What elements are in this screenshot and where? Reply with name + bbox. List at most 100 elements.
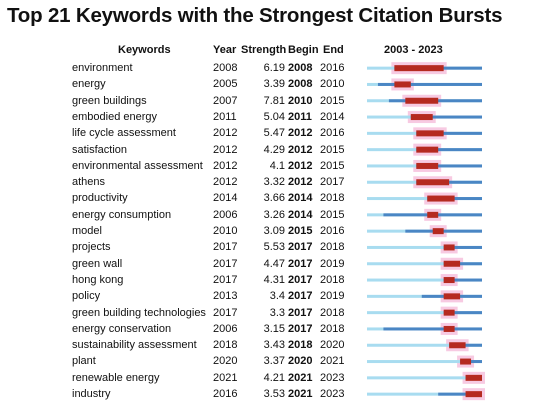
end-cell: 2016 bbox=[320, 225, 345, 237]
end-cell: 2020 bbox=[320, 339, 345, 352]
burst-bar bbox=[427, 211, 439, 218]
strength-cell: 3.43 bbox=[263, 339, 285, 352]
end-cell: 2023 bbox=[320, 371, 345, 384]
timeline-active-span bbox=[443, 262, 482, 266]
burst-bar bbox=[405, 97, 439, 104]
begin-cell: 2017 bbox=[288, 306, 313, 319]
burst-bar bbox=[410, 114, 433, 121]
strength-cell: 5.47 bbox=[263, 127, 285, 140]
header-year: Year bbox=[213, 44, 237, 56]
table-row: plant 2020 3.37 2020 2021 bbox=[0, 353, 550, 369]
end-cell: 2019 bbox=[320, 290, 345, 303]
begin-cell: 2017 bbox=[288, 273, 313, 286]
table-row: satisfaction 2012 4.29 2012 2015 bbox=[0, 142, 550, 158]
keyword-cell: energy consumption bbox=[72, 208, 172, 221]
table-row: projects 2017 5.53 2017 2018 bbox=[0, 239, 550, 255]
begin-cell: 2015 bbox=[288, 225, 313, 237]
end-cell: 2021 bbox=[320, 355, 345, 368]
keyword-cell: model bbox=[72, 225, 102, 237]
timeline-active-span bbox=[438, 392, 482, 396]
strength-cell: 4.21 bbox=[263, 371, 285, 384]
burst-bar bbox=[449, 342, 466, 349]
timeline-active-span bbox=[443, 311, 482, 315]
year-cell: 2006 bbox=[213, 322, 238, 335]
end-cell: 2018 bbox=[320, 273, 345, 286]
timeline-active-span bbox=[383, 327, 482, 331]
strength-cell: 5.04 bbox=[263, 110, 285, 123]
timeline-baseline bbox=[367, 392, 482, 396]
keyword-cell: plant bbox=[72, 355, 96, 368]
keyword-cell: policy bbox=[72, 290, 101, 303]
table-row: embodied energy 2011 5.04 2011 2014 bbox=[0, 109, 550, 125]
end-cell: 2018 bbox=[320, 241, 345, 254]
table-row: industry 2016 3.53 2021 2023 bbox=[0, 386, 550, 402]
end-cell: 2019 bbox=[320, 257, 345, 270]
keyword-cell: productivity bbox=[72, 192, 128, 205]
chart-title: Top 21 Keywords with the Strongest Citat… bbox=[7, 4, 503, 27]
year-cell: 2008 bbox=[213, 62, 238, 74]
strength-cell: 4.1 bbox=[269, 159, 285, 172]
end-cell: 2010 bbox=[320, 78, 345, 91]
table-row: hong kong 2017 4.31 2017 2018 bbox=[0, 272, 550, 288]
timeline-baseline bbox=[367, 245, 482, 249]
begin-cell: 2021 bbox=[288, 388, 313, 400]
keyword-cell: green buildings bbox=[72, 94, 147, 107]
end-cell: 2015 bbox=[320, 94, 345, 107]
begin-cell: 2008 bbox=[288, 62, 313, 74]
keyword-cell: satisfaction bbox=[72, 143, 128, 156]
keyword-cell: green building technologies bbox=[72, 306, 206, 319]
table-row: green buildings 2007 7.81 2010 2015 bbox=[0, 93, 550, 109]
end-cell: 2017 bbox=[320, 176, 345, 189]
burst-bar bbox=[427, 195, 455, 202]
keyword-cell: athens bbox=[72, 176, 106, 189]
year-cell: 2021 bbox=[213, 371, 238, 384]
table-row: green wall 2017 4.47 2017 2019 bbox=[0, 256, 550, 272]
end-cell: 2015 bbox=[320, 159, 345, 172]
header-end: End bbox=[323, 44, 344, 56]
year-cell: 2018 bbox=[213, 339, 238, 352]
keyword-cell: life cycle assessment bbox=[72, 127, 176, 140]
timeline-baseline bbox=[367, 311, 482, 315]
strength-cell: 3.39 bbox=[263, 78, 285, 91]
table-row: green building technologies 2017 3.3 2017 20… bbox=[0, 305, 550, 321]
table-row: productivity 2014 3.66 2014 2018 bbox=[0, 190, 550, 206]
strength-cell: 3.09 bbox=[263, 225, 285, 237]
burst-bar bbox=[416, 179, 450, 186]
begin-cell: 2010 bbox=[288, 94, 313, 107]
keyword-cell: energy bbox=[72, 78, 106, 91]
timeline-baseline bbox=[367, 262, 482, 266]
year-cell: 2017 bbox=[213, 241, 238, 254]
begin-cell: 2012 bbox=[288, 159, 313, 172]
end-cell: 2015 bbox=[320, 208, 345, 221]
burst-bar bbox=[394, 81, 411, 88]
end-cell: 2018 bbox=[320, 192, 345, 205]
strength-cell: 4.47 bbox=[263, 257, 285, 270]
end-cell: 2016 bbox=[320, 62, 345, 74]
strength-cell: 6.19 bbox=[263, 62, 285, 74]
end-cell: 2015 bbox=[320, 143, 345, 156]
end-cell: 2016 bbox=[320, 127, 345, 140]
begin-cell: 2021 bbox=[288, 371, 313, 384]
burst-bar bbox=[443, 244, 455, 251]
table-row: policy 2013 3.4 2017 2019 bbox=[0, 288, 550, 304]
begin-cell: 2018 bbox=[288, 339, 313, 352]
table-row: sustainability assessment 2018 3.43 2018 202… bbox=[0, 337, 550, 353]
burst-bar bbox=[465, 374, 482, 381]
strength-cell: 5.53 bbox=[263, 241, 285, 254]
timeline-baseline bbox=[367, 376, 482, 380]
header-keywords: Keywords bbox=[118, 44, 171, 56]
year-cell: 2005 bbox=[213, 78, 238, 91]
burst-bar bbox=[443, 260, 461, 267]
begin-cell: 2014 bbox=[288, 192, 313, 205]
table-row: energy 2005 3.39 2008 2010 bbox=[0, 76, 550, 92]
begin-cell: 2008 bbox=[288, 78, 313, 91]
burst-bar bbox=[443, 293, 461, 300]
timeline-baseline bbox=[367, 278, 482, 282]
strength-cell: 4.31 bbox=[263, 273, 285, 286]
begin-cell: 2020 bbox=[288, 355, 313, 368]
burst-bar bbox=[432, 228, 444, 235]
strength-cell: 3.4 bbox=[269, 290, 285, 303]
strength-cell: 4.29 bbox=[263, 143, 285, 156]
burst-bar bbox=[416, 130, 444, 137]
